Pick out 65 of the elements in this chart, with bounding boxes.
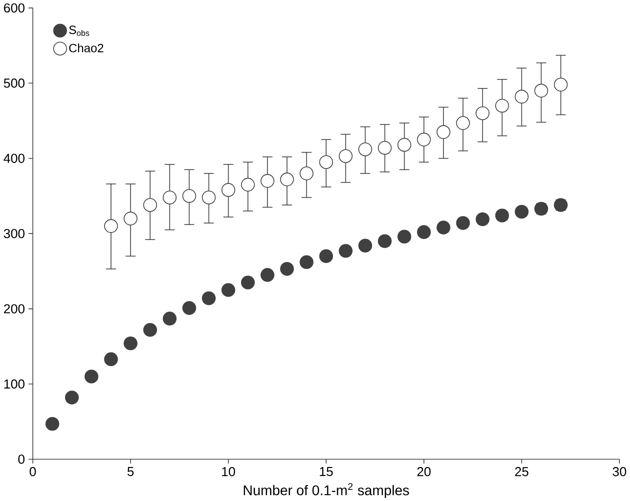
point [221, 282, 236, 297]
point [280, 262, 294, 276]
point [162, 190, 177, 204]
point [241, 275, 255, 290]
y-tick-label: 300 [4, 228, 24, 238]
point [476, 212, 490, 226]
point [456, 216, 470, 230]
point [260, 174, 274, 188]
point [65, 390, 79, 404]
point [495, 98, 510, 112]
point [397, 230, 412, 244]
point [319, 155, 334, 169]
point [104, 352, 118, 366]
point [319, 249, 334, 263]
point [397, 138, 412, 152]
point [182, 300, 196, 315]
y-tick-label: 200 [4, 304, 24, 314]
x-tick-label: 20 [417, 466, 431, 476]
point [241, 178, 255, 192]
point [45, 416, 60, 431]
x-tick-label: 10 [222, 466, 236, 476]
y-tick-label: 0 [18, 454, 24, 464]
point [143, 322, 158, 337]
y-tick-label: 600 [4, 3, 24, 12]
point [143, 198, 158, 212]
point [104, 218, 118, 233]
point [124, 211, 138, 226]
x-tick-label: 15 [320, 466, 333, 476]
point [162, 312, 177, 326]
point [202, 291, 216, 305]
point [280, 172, 294, 186]
x-tick-label: 0 [30, 466, 36, 476]
point [300, 166, 314, 180]
point [124, 336, 138, 350]
x-tick-label: 25 [515, 466, 528, 476]
x-tick-label: 30 [612, 466, 626, 476]
point [534, 84, 548, 98]
y-tick-label: 500 [4, 78, 24, 88]
point [338, 149, 353, 163]
point [554, 78, 568, 92]
point [84, 369, 98, 384]
point [436, 220, 450, 234]
point [182, 188, 196, 203]
point [378, 234, 392, 248]
legend-label: Chao2 [69, 43, 104, 52]
point [260, 268, 274, 282]
point [514, 90, 529, 104]
point [202, 190, 216, 204]
point [221, 182, 236, 197]
point [300, 255, 314, 269]
legend-label: S$_{obs}$ [69, 25, 90, 36]
point [378, 140, 392, 155]
point [436, 124, 450, 139]
point [338, 244, 353, 258]
point [358, 238, 372, 252]
point [358, 142, 372, 156]
point [495, 208, 510, 222]
y-tick-label: 400 [4, 154, 24, 163]
y-tick-label: 100 [4, 379, 24, 388]
point [417, 225, 431, 239]
x-tick-label: 5 [127, 466, 134, 476]
x-axis-title: Number of 0.1-m$^{2}$ samples [244, 482, 410, 498]
point [456, 116, 470, 130]
point [476, 106, 490, 120]
point [417, 132, 431, 146]
